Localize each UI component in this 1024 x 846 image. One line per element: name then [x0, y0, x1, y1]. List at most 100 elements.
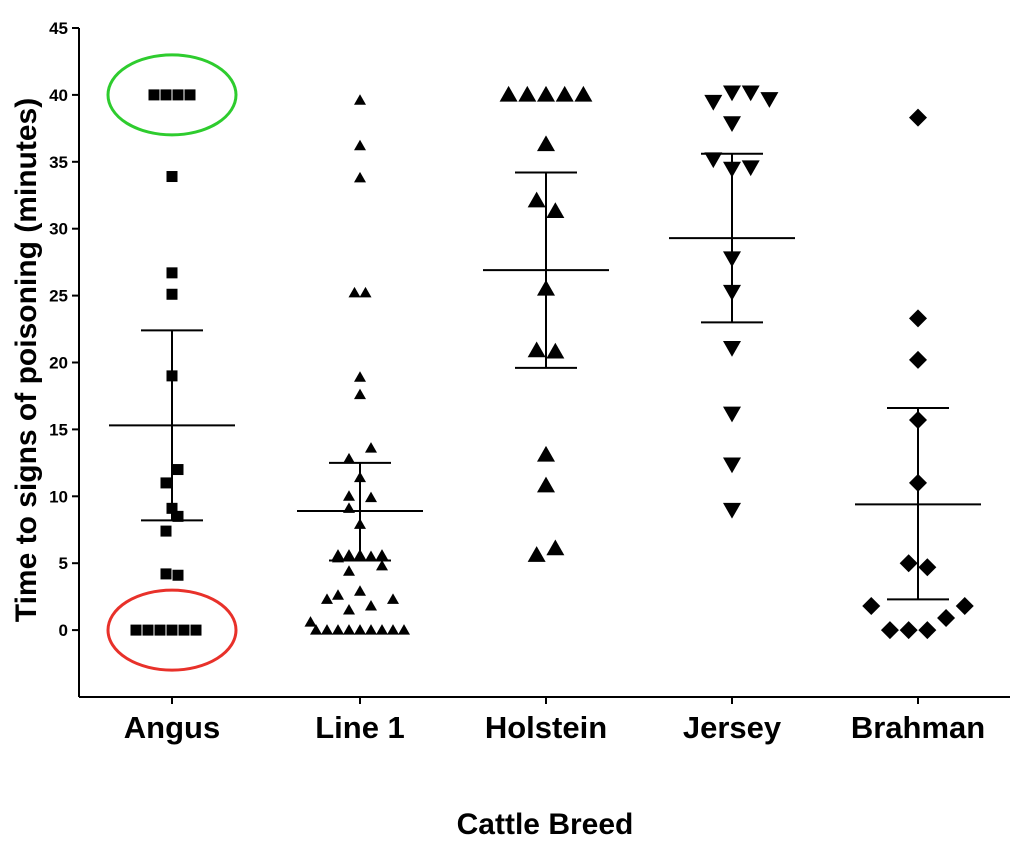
data-point	[166, 288, 178, 300]
data-point	[343, 490, 355, 501]
data-point	[546, 539, 565, 556]
data-point	[343, 502, 355, 513]
data-point	[918, 558, 937, 577]
data-point	[365, 624, 377, 635]
data-point	[546, 342, 565, 359]
data-point	[304, 616, 317, 627]
data-point	[760, 92, 779, 108]
data-point	[332, 589, 344, 600]
data-point	[310, 624, 322, 635]
data-point	[160, 89, 172, 101]
data-point	[172, 89, 184, 101]
data-point	[546, 202, 565, 219]
data-point	[321, 593, 333, 604]
data-point	[354, 388, 366, 400]
data-point	[909, 350, 927, 369]
data-point	[148, 89, 160, 101]
data-point	[166, 171, 178, 183]
data-point	[574, 85, 593, 102]
data-point	[343, 549, 355, 560]
data-point	[723, 502, 741, 519]
data-point	[354, 549, 366, 560]
data-point	[160, 525, 172, 537]
data-point	[518, 85, 537, 102]
data-point	[354, 585, 366, 596]
data-point	[937, 609, 956, 628]
data-point	[899, 554, 918, 573]
y-tick-label: 0	[59, 621, 68, 640]
data-point	[190, 624, 202, 636]
data-point	[166, 370, 178, 382]
data-point	[537, 279, 555, 296]
data-point	[376, 624, 388, 635]
data-point	[332, 549, 344, 560]
data-point	[918, 621, 937, 640]
x-tick-label: Brahman	[851, 710, 985, 745]
data-point	[527, 191, 546, 208]
data-point	[723, 85, 741, 102]
data-point	[537, 85, 555, 102]
y-tick-label: 45	[49, 19, 68, 38]
x-tick-label: Line 1	[315, 710, 405, 745]
data-point	[130, 624, 142, 636]
data-point	[321, 624, 333, 635]
y-tick-label: 30	[49, 220, 68, 239]
error-bars	[109, 152, 981, 601]
y-axis-title: Time to signs of poisoning (minutes)	[10, 98, 43, 622]
data-point	[909, 473, 927, 492]
data-point	[527, 341, 546, 358]
data-point	[741, 85, 760, 102]
x-tick-label: Holstein	[485, 710, 607, 745]
data-point	[142, 624, 154, 636]
data-point	[376, 549, 388, 560]
axes	[78, 28, 1010, 698]
data-point	[555, 85, 574, 102]
highlight-ellipse	[106, 588, 238, 672]
data-point	[365, 442, 377, 453]
data-point	[172, 569, 184, 581]
data-point	[909, 309, 927, 328]
y-axis-ticks: 0 5 10 15 20 25 30 35 40 45	[49, 19, 79, 640]
data-point	[723, 251, 741, 268]
data-point	[166, 624, 178, 636]
data-point	[537, 476, 555, 493]
y-tick-label: 10	[49, 487, 68, 506]
data-point	[154, 624, 166, 636]
data-point	[354, 139, 366, 151]
data-point	[537, 135, 555, 152]
y-tick-label: 20	[49, 354, 68, 373]
data-point	[499, 85, 518, 102]
y-tick-label: 5	[59, 554, 68, 573]
data-point	[741, 160, 760, 177]
x-axis-title: Cattle Breed	[457, 808, 634, 841]
data-point	[359, 286, 372, 298]
data-point	[343, 624, 355, 635]
data-point	[166, 267, 178, 279]
data-point	[166, 502, 178, 514]
data-point	[387, 624, 399, 635]
x-axis-categories: Angus Line 1 Holstein Jersey Brahman	[124, 697, 985, 745]
data-point	[723, 284, 741, 301]
data-point	[332, 624, 344, 635]
data-point	[160, 568, 172, 580]
data-point	[880, 621, 899, 640]
data-point	[527, 546, 546, 562]
data-point	[160, 477, 172, 489]
data-points	[130, 85, 974, 640]
data-point	[723, 161, 741, 178]
data-point	[862, 597, 881, 616]
data-point	[354, 518, 366, 529]
y-tick-label: 40	[49, 86, 68, 105]
data-point	[343, 565, 355, 576]
data-point	[178, 624, 190, 636]
data-point	[899, 621, 918, 640]
data-point	[184, 89, 196, 101]
data-point	[723, 116, 741, 132]
y-tick-label: 25	[49, 287, 68, 306]
x-tick-label: Jersey	[683, 710, 782, 745]
y-tick-label: 35	[49, 153, 68, 172]
data-point	[354, 624, 366, 635]
data-point	[343, 604, 355, 615]
data-point	[365, 550, 377, 562]
